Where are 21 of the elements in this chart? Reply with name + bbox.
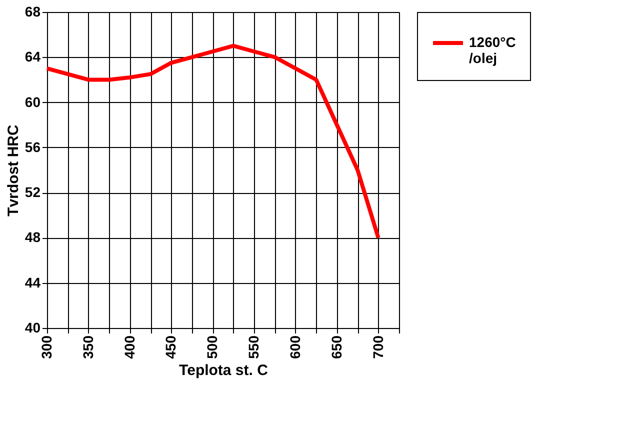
y-tick-label: 48 [24, 229, 41, 246]
x-tick-label: 650 [328, 335, 344, 359]
y-tick-label: 60 [24, 94, 41, 110]
x-tick-label: 550 [246, 335, 262, 359]
y-tick-label: 64 [24, 48, 41, 65]
x-tick-label: 500 [204, 335, 220, 359]
x-tick-label: 300 [38, 335, 54, 359]
x-tick-label: 700 [370, 335, 386, 359]
x-tick-label: 600 [286, 335, 303, 359]
y-axis-title: Tvrdost HRC [4, 124, 22, 216]
y-tick-label: 52 [24, 184, 41, 200]
x-tick-label: 400 [121, 335, 138, 359]
x-tick-label: 450 [162, 335, 179, 359]
x-axis-title: Teplota st. C [179, 362, 268, 379]
line-series [45, 44, 380, 240]
x-tick-label: 350 [80, 335, 96, 359]
y-tick-label: 56 [24, 138, 41, 155]
y-tick-label: 40 [24, 320, 41, 336]
y-tick-label: 68 [24, 4, 41, 20]
y-tick-label: 44 [24, 274, 41, 290]
legend-label: 1260°C /olej [469, 34, 516, 66]
